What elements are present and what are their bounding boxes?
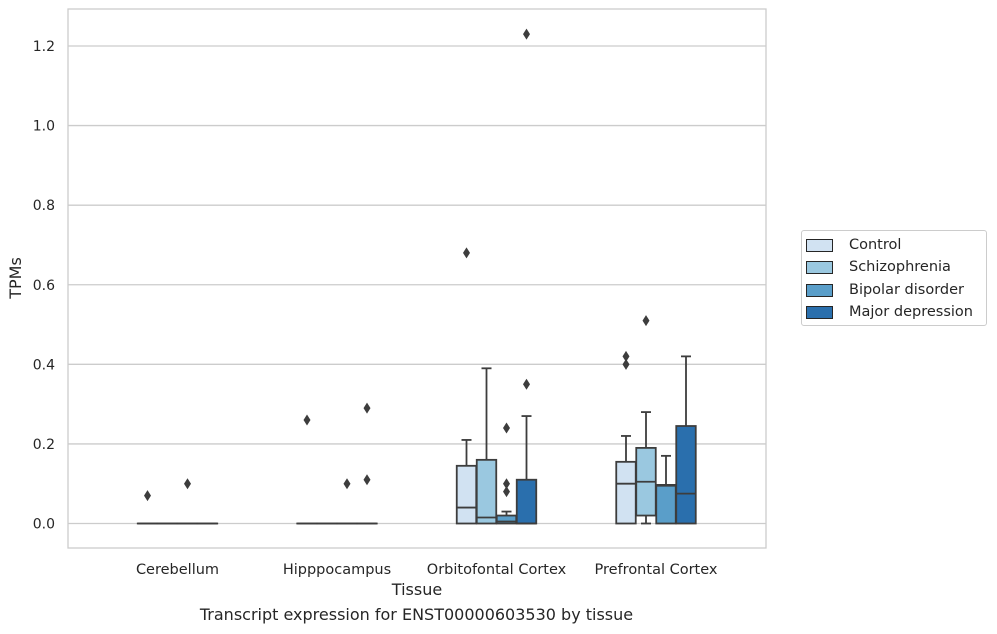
outlier-point — [503, 478, 510, 490]
y-tick-labels: 0.0 0.2 0.4 0.6 0.8 1.0 1.2 — [33, 39, 55, 533]
plot-background — [68, 9, 766, 548]
x-axis-label: Tissue — [391, 580, 442, 599]
chart-caption: Transcript expression for ENST0000060353… — [199, 605, 634, 624]
legend-item-bipolar-disorder: Bipolar disorder — [806, 279, 964, 301]
legend-item-major-depression: Major depression — [806, 301, 973, 323]
legend: Control Schizophrenia Bipolar disorder M… — [801, 230, 987, 326]
box-bipolar-disorder-prefrontal-cortex — [655, 454, 677, 525]
outlier-point — [363, 474, 371, 486]
legend-label-control: Control — [849, 237, 902, 253]
box-body — [615, 460, 637, 525]
legend-swatch-major-depression — [806, 305, 833, 319]
outlier-point — [303, 414, 311, 426]
outlier-point — [523, 28, 530, 40]
y-tick-label: 0.8 — [33, 198, 55, 214]
y-tick-label: 0.0 — [33, 517, 55, 533]
box-major-depression-hipppocampus — [356, 402, 378, 525]
boxes — [136, 28, 697, 525]
y-tick-label: 0.2 — [33, 437, 55, 453]
legend-item-control: Control — [806, 234, 901, 256]
plot-frame — [67, 8, 767, 549]
y-tick-label: 0.4 — [33, 357, 55, 373]
x-tick-label-cerebellum: Cerebellum — [136, 562, 219, 578]
y-tick-label: 0.6 — [33, 278, 55, 294]
box-control-prefrontal-cortex — [615, 350, 637, 525]
legend-label-major-depression: Major depression — [849, 304, 973, 320]
y-tick-label: 1.0 — [33, 119, 55, 135]
outlier-point — [463, 247, 470, 259]
box-major-depression-prefrontal-cortex — [675, 355, 697, 525]
box-body — [455, 464, 478, 525]
outlier-point — [144, 490, 151, 502]
outlier-point — [503, 486, 510, 498]
outlier-point — [503, 422, 510, 434]
box-body — [475, 458, 498, 525]
y-tick-label: 1.2 — [33, 39, 55, 55]
legend-label-schizophrenia: Schizophrenia — [849, 259, 951, 275]
outlier-point — [184, 478, 191, 490]
x-tick-label-hipppocampus: Hipppocampus — [283, 562, 391, 578]
x-tick-label-orbitofontal-cortex: Orbitofontal Cortex — [427, 562, 567, 578]
box-schizophrenia-prefrontal-cortex — [635, 315, 657, 525]
legend-swatch-schizophrenia — [806, 260, 833, 274]
outlier-point — [622, 358, 630, 370]
box-control-orbitofontal-cortex — [455, 247, 478, 525]
box-body — [675, 425, 697, 525]
legend-swatch-bipolar-disorder — [806, 283, 833, 297]
box-body — [655, 484, 677, 525]
box-bipolar-disorder-orbitofontal-cortex — [495, 422, 518, 525]
outlier-point — [642, 315, 650, 327]
box-body — [515, 478, 538, 525]
x-tick-labels: Cerebellum Hipppocampus Orbitofontal Corte… — [136, 562, 718, 578]
box-major-depression-orbitofontal-cortex — [515, 28, 538, 525]
box-bipolar-disorder-hipppocampus — [336, 478, 358, 525]
legend-label-bipolar-disorder: Bipolar disorder — [849, 282, 964, 298]
outlier-point — [622, 350, 630, 362]
x-tick-label-prefrontal-cortex: Prefrontal Cortex — [595, 562, 718, 578]
outlier-point — [363, 402, 371, 414]
outlier-point — [343, 478, 351, 490]
legend-item-schizophrenia: Schizophrenia — [806, 256, 951, 278]
box-schizophrenia-orbitofontal-cortex — [475, 367, 498, 525]
outlier-point — [523, 378, 530, 390]
y-axis-label: TPMs — [6, 257, 25, 300]
legend-swatch-control — [806, 238, 833, 252]
